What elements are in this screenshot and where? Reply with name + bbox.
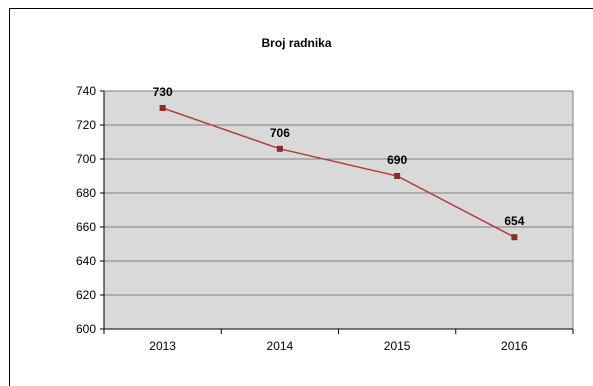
data-point-marker — [511, 234, 518, 241]
x-tick-label: 2016 — [501, 339, 528, 353]
chart-frame — [9, 8, 593, 386]
data-label: 730 — [153, 85, 173, 99]
data-point-marker — [276, 145, 283, 152]
y-tick-label: 660 — [76, 220, 96, 234]
x-tick-label: 2014 — [267, 339, 294, 353]
data-label: 706 — [270, 126, 290, 140]
x-tick-label: 2013 — [149, 339, 176, 353]
data-point-marker — [159, 105, 166, 111]
series-line — [162, 107, 515, 238]
y-tick-label: 720 — [76, 118, 96, 132]
y-tick-label: 680 — [76, 186, 96, 200]
data-point-marker — [394, 173, 401, 179]
y-tick-label: 700 — [76, 152, 96, 166]
y-tick-label: 620 — [76, 288, 96, 302]
y-tick-label: 600 — [76, 322, 96, 336]
x-tick-label: 2015 — [384, 339, 411, 353]
plot-background — [103, 90, 574, 330]
y-tick-label: 740 — [76, 84, 96, 98]
data-label: 690 — [387, 153, 407, 167]
plot-area: 600 620 640 660 680 700 720 740 2013 2014 2015 2016… — [76, 84, 574, 353]
data-label: 654 — [504, 214, 524, 228]
y-tick-label: 640 — [76, 254, 96, 268]
chart-title: Broj radnika — [261, 36, 332, 50]
